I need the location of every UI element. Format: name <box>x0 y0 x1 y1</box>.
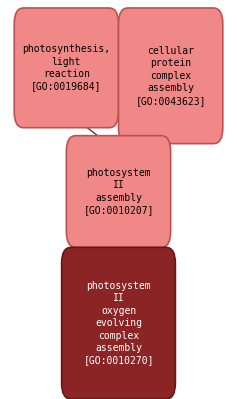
Text: cellular
protein
complex
assembly
[GO:0043623]: cellular protein complex assembly [GO:00… <box>135 46 206 106</box>
Text: photosynthesis,
light
reaction
[GO:0019684]: photosynthesis, light reaction [GO:00196… <box>22 44 110 91</box>
Text: photosystem
II
oxygen
evolving
complex
assembly
[GO:0010270]: photosystem II oxygen evolving complex a… <box>83 281 154 365</box>
FancyBboxPatch shape <box>66 136 171 247</box>
Text: photosystem
II
assembly
[GO:0010207]: photosystem II assembly [GO:0010207] <box>83 168 154 215</box>
FancyBboxPatch shape <box>118 8 223 144</box>
FancyBboxPatch shape <box>62 247 175 399</box>
FancyBboxPatch shape <box>14 8 118 128</box>
